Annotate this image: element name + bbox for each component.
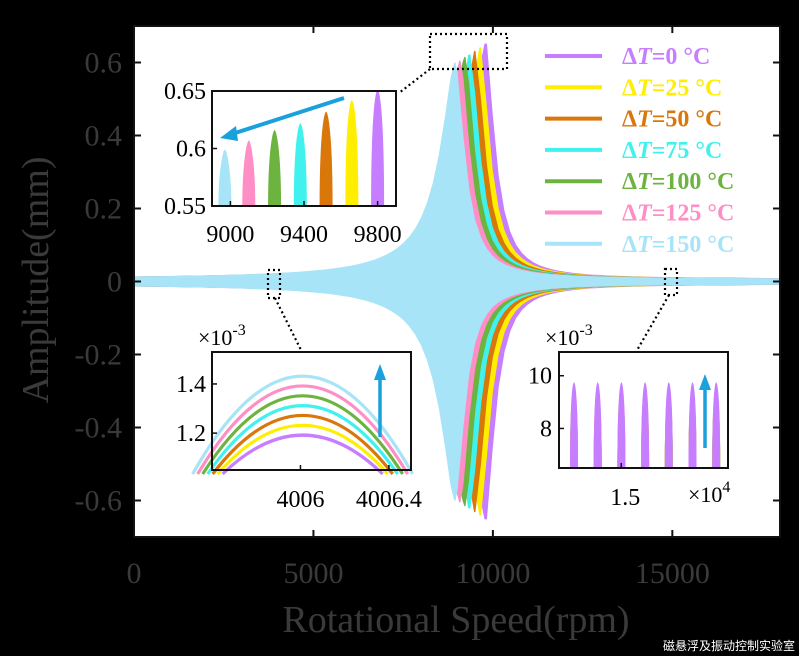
y-tick-label-6: -0.6: [75, 485, 123, 518]
y-axis-label: Amplitude(mm): [15, 157, 57, 404]
x-tick-label-1: 5000: [283, 557, 343, 590]
inset-peak-xtick-label-0: 9000: [206, 222, 254, 248]
inset-low-arc-4: [201, 394, 405, 475]
y-tick-label-0: 0.6: [85, 47, 123, 80]
legend-label-3: ΔT=75 °C: [622, 138, 722, 164]
x-tick-label-3: 15000: [635, 557, 710, 590]
inset-low-arc-3: [206, 404, 399, 475]
y-tick-label-4: -0.2: [75, 339, 123, 372]
axis-labels: Rotational Speed(rpm) Amplitude(mm): [15, 157, 630, 641]
legend: ΔT=0 °C ΔT=25 °C ΔT=50 °C ΔT=75 °C ΔT=100 °C…: [545, 44, 734, 258]
inset-high-mark-2-0: [617, 382, 626, 468]
legend-label-4: ΔT=100 °C: [622, 169, 734, 195]
x-axis-label: Rotational Speed(rpm): [282, 599, 629, 641]
inset-high-mark-4-0: [664, 382, 673, 468]
inset-peak-mark-3: [293, 123, 307, 206]
zoom-box-peak: [428, 32, 509, 71]
legend-label-2: ΔT=50 °C: [622, 107, 722, 133]
callout-lines: [266, 32, 679, 353]
inset-peak-mark-6: [371, 89, 385, 206]
callout-line-peak: [398, 68, 431, 94]
inset-low-speed-zoom: 4006 4006.4 1.4 1.2 ×10-3: [176, 322, 422, 513]
inset-low-arc-2: [211, 414, 394, 475]
inset-high-mark-6-0: [712, 382, 721, 468]
inset-peak-zoom: 9000 9400 9800 0.65 0.6 0.55: [164, 79, 402, 248]
y-tick-label-3: 0: [107, 266, 122, 299]
inset-peak-mark-1: [242, 140, 256, 206]
inset-peak-ytick-label-0: 0.65: [164, 79, 206, 105]
inset-low-arc-0: [221, 433, 384, 476]
y-tick-label-1: 0.4: [85, 120, 123, 153]
inset-low-ytick-label-0: 1.4: [176, 372, 206, 398]
callout-line-low: [274, 297, 303, 353]
inset-high-ytick-label-1: 8: [540, 416, 552, 442]
legend-label-6: ΔT=150 °C: [622, 232, 734, 258]
callout-line-high: [635, 294, 670, 353]
inset-high-ytick-label-0: 10: [528, 364, 552, 390]
inset-peak-ytick-label-1: 0.6: [176, 137, 206, 163]
inset-peak-ytick-label-2: 0.55: [164, 194, 206, 220]
legend-label-5: ΔT=125 °C: [622, 201, 734, 227]
inset-low-frame: [211, 351, 412, 471]
legend-label-0: ΔT=0 °C: [622, 44, 710, 70]
inset-low-exponent: ×10-3: [198, 322, 246, 350]
inset-low-xtick-label-0: 4006: [276, 487, 324, 513]
inset-peak-trend-arrow: [231, 96, 345, 136]
zoom-box-high: [663, 267, 679, 297]
inset-low-arrow-head: [374, 364, 386, 380]
x-tick-label-2: 10000: [455, 557, 530, 590]
inset-peak-mark-5: [345, 100, 359, 206]
inset-low-arc-6: [191, 374, 415, 475]
zoom-box-low: [266, 268, 282, 300]
inset-high-x-exponent-power: 4: [722, 479, 730, 496]
inset-low-arc-1: [216, 423, 389, 476]
inset-high-arrow-head: [699, 374, 711, 390]
inset-low-xtick-label-1: 4006.4: [356, 487, 422, 513]
inset-high-mark-5-0: [688, 382, 697, 468]
legend-label-1: ΔT=25 °C: [622, 75, 722, 101]
inset-high-exponent-power: -3: [579, 322, 592, 339]
inset-peak-arrow-head: [220, 126, 238, 141]
main-plot: 0 5000 10000 15000 0.6 0.4 0.2 0 -0.2 -0.4 -0.6: [75, 25, 781, 590]
inset-peak-xtick-label-2: 9800: [354, 222, 402, 248]
inset-low-ytick-label-1: 1.2: [176, 421, 206, 447]
inset-peak-mark-2: [268, 130, 282, 206]
inset-high-xtick-label-0: 1.5: [610, 485, 640, 511]
x-tick-label-0: 0: [127, 557, 142, 590]
inset-low-exponent-power: -3: [232, 322, 245, 339]
y-tick-label-5: -0.4: [75, 412, 123, 445]
inset-high-frame: [558, 351, 729, 469]
inset-high-mark-1-0: [593, 382, 602, 468]
inset-peak-mark-4: [319, 111, 333, 206]
inset-peak-xtick-label-1: 9400: [280, 222, 328, 248]
y-tick-label-2: 0.2: [85, 193, 123, 226]
inset-peak-mark-0: [218, 149, 232, 206]
inset-high-mark-3-0: [641, 382, 650, 468]
inset-high-mark-0-0: [570, 382, 578, 468]
watermark: 磁悬浮及振动控制实验室: [662, 639, 795, 653]
